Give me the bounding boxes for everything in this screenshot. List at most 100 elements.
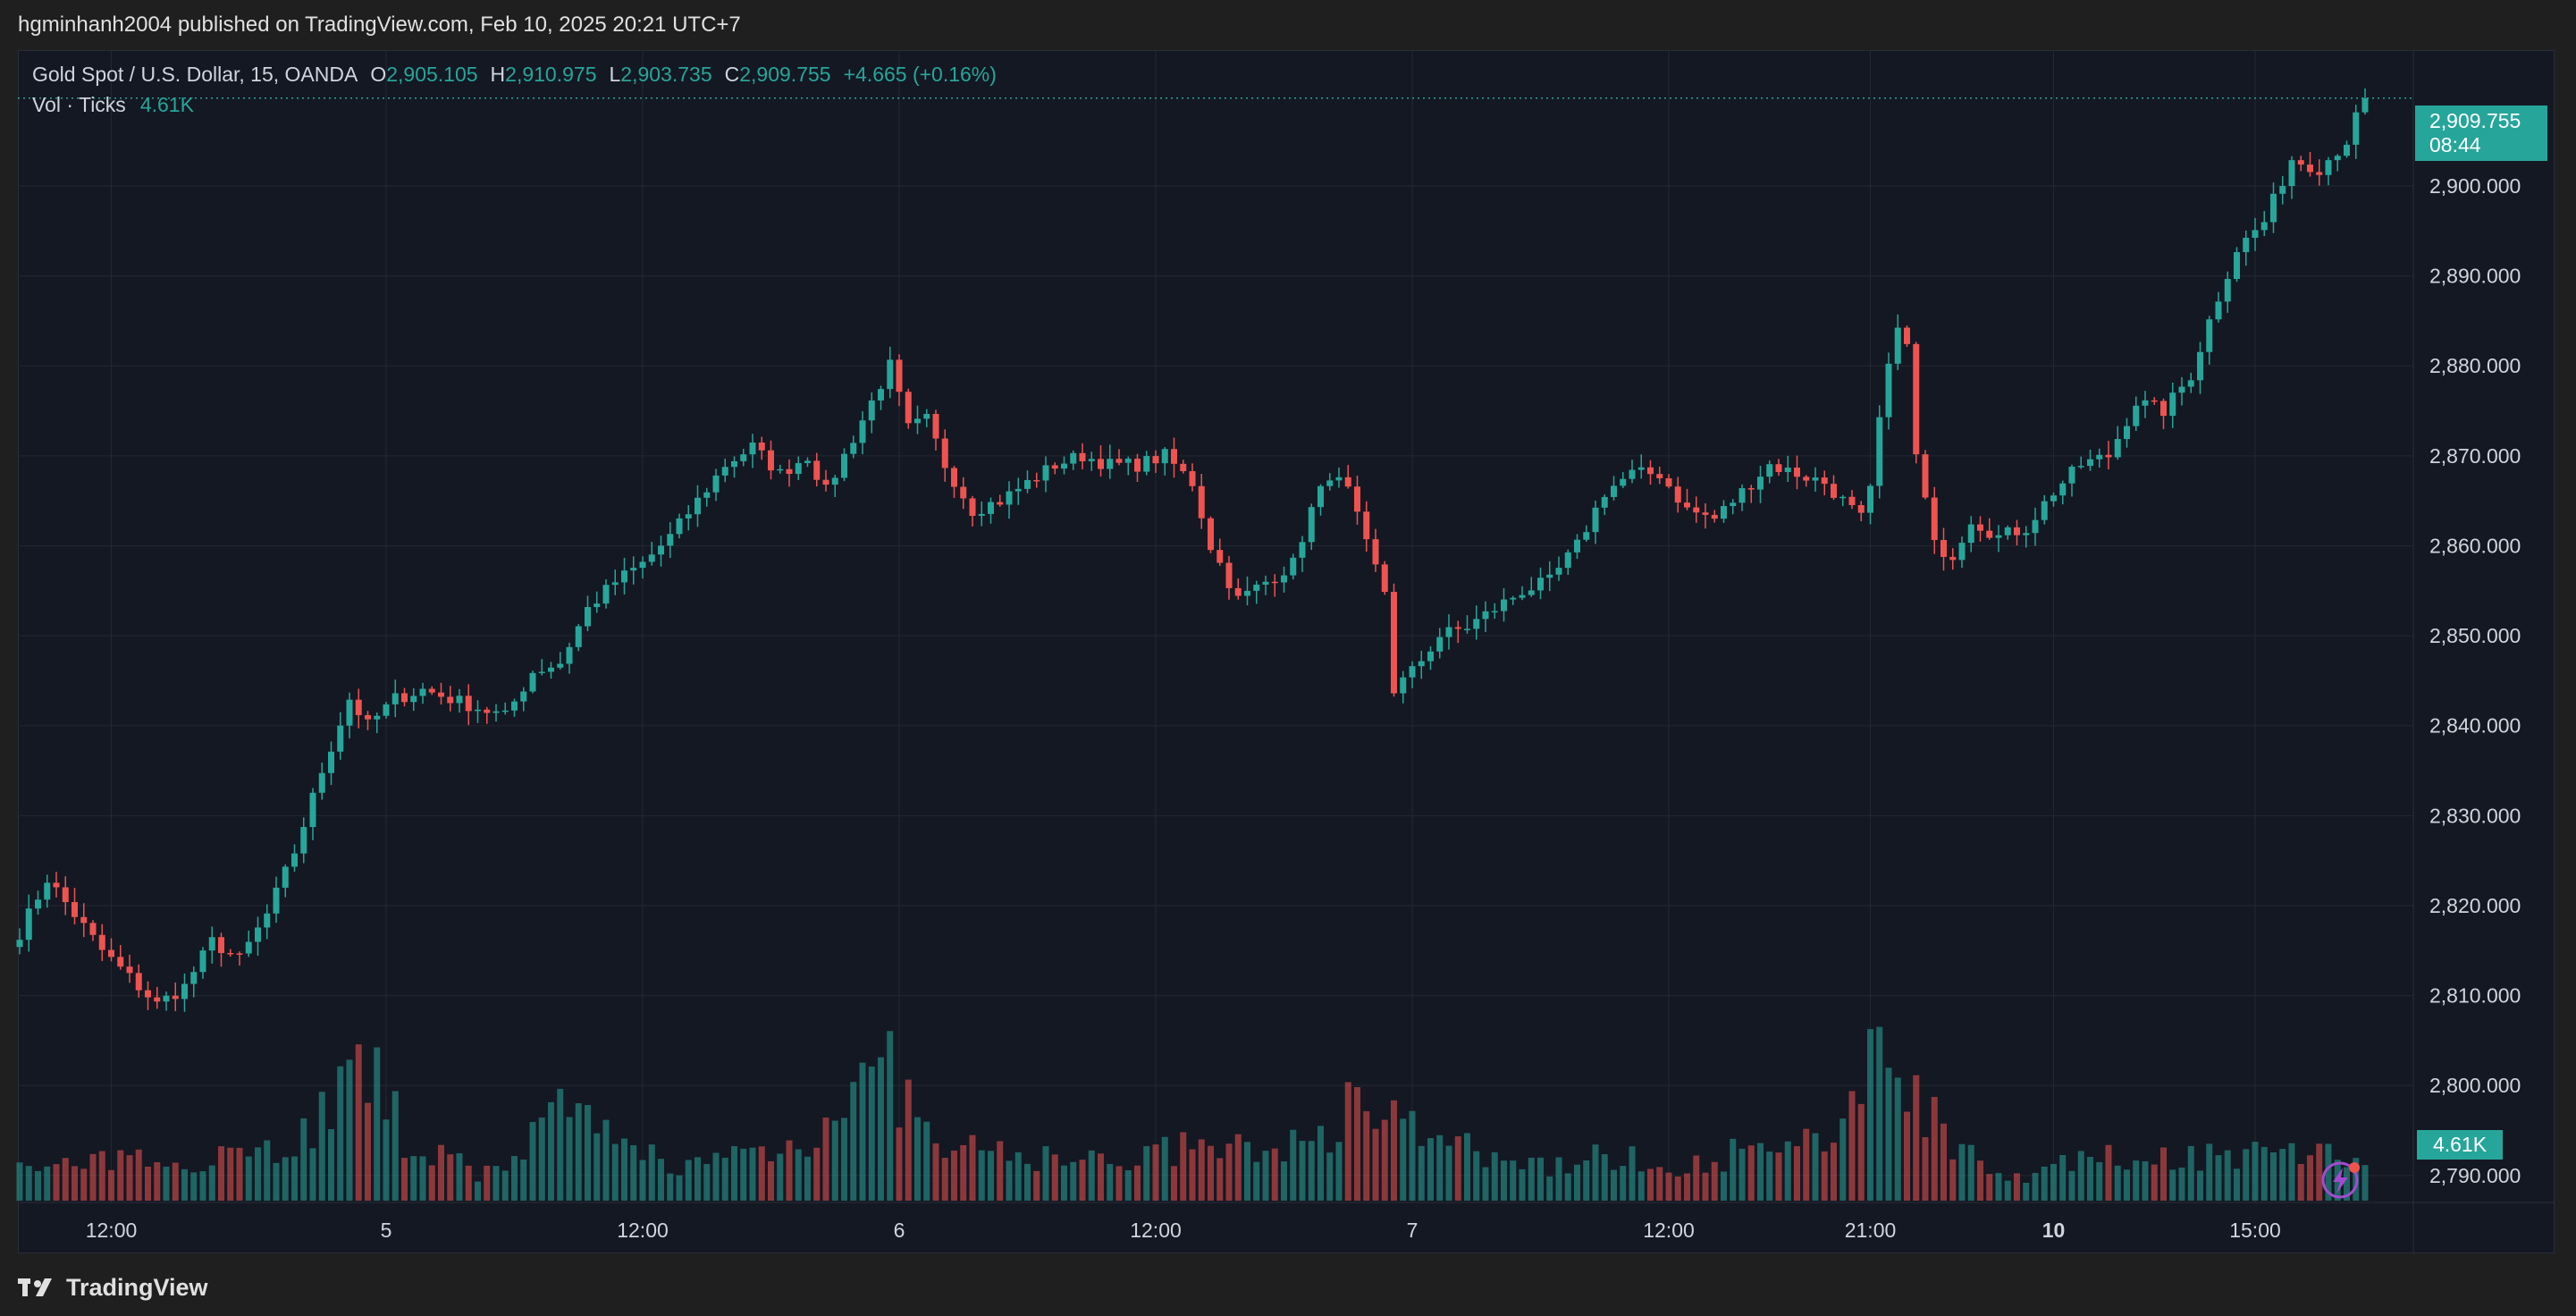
volume-bar — [53, 1164, 60, 1201]
volume-bar — [391, 1091, 399, 1201]
volume-bar — [850, 1082, 857, 1201]
candle-body — [557, 663, 564, 668]
candle-body — [768, 450, 774, 471]
volume-bar — [777, 1153, 784, 1201]
candle-body — [721, 467, 728, 476]
volume-bar — [1637, 1171, 1645, 1201]
price-axis[interactable]: 2,790.000 2,800.000 2,810.000 2,820.000 2,83… — [2429, 174, 2521, 1187]
volume-bar — [282, 1157, 289, 1201]
volume-bar — [1308, 1141, 1315, 1201]
volume-bar — [2133, 1160, 2140, 1201]
candle-body — [1152, 456, 1159, 464]
candle-body — [1674, 486, 1681, 503]
candle-body — [1885, 363, 1892, 418]
volume-bar — [273, 1162, 280, 1201]
volume-bar — [1922, 1136, 1929, 1201]
volume-bar — [1070, 1161, 1077, 1201]
symbol-title[interactable]: Gold Spot / U.S. Dollar, 15, OANDA — [32, 63, 358, 86]
candle-body — [72, 902, 78, 917]
volume-bar — [1794, 1146, 1800, 1201]
candle-body — [282, 866, 289, 888]
candle-body — [712, 475, 720, 493]
candle-body — [978, 513, 985, 517]
volume-bar — [1519, 1168, 1526, 1201]
price-tick-label: 2,880.000 — [2429, 354, 2521, 377]
candle-body — [1564, 552, 1571, 569]
replay-lightning-icon[interactable] — [2321, 1161, 2360, 1199]
candle-body — [1372, 539, 1379, 565]
last-price-tag: 2,909.755 08:44 — [2415, 105, 2547, 161]
candle-body — [328, 751, 334, 773]
volume-bar — [2004, 1180, 2011, 1201]
volume-bar — [804, 1156, 811, 1201]
volume-bar — [557, 1088, 564, 1201]
volume-bar — [1409, 1110, 1416, 1201]
volume-bar — [2361, 1165, 2369, 1201]
volume-bar — [2160, 1147, 2167, 1201]
candle-body — [1747, 488, 1755, 490]
candle-body — [1629, 469, 1636, 479]
volume-bar — [1620, 1166, 1627, 1201]
open-label: O — [370, 63, 387, 86]
volume-bar — [1913, 1075, 1920, 1201]
candle-body — [227, 952, 234, 955]
candle-body — [1775, 464, 1782, 473]
price-tick-label: 2,890.000 — [2429, 265, 2521, 288]
candle-body — [2325, 160, 2332, 175]
volume-bar — [1024, 1163, 1031, 1201]
candle-body — [383, 704, 390, 716]
brand-name[interactable]: TradingView — [66, 1273, 208, 1301]
volume-bar — [1006, 1160, 1013, 1201]
volume-bar — [914, 1117, 921, 1201]
candle-body — [1208, 518, 1214, 551]
volume-label[interactable]: Vol · Ticks — [32, 93, 126, 116]
volume-bar — [80, 1168, 88, 1201]
volume-bar — [1014, 1152, 1022, 1201]
candle-body — [786, 468, 793, 475]
volume-bar — [1445, 1145, 1452, 1201]
candle-body — [401, 693, 408, 703]
candle-body — [1234, 587, 1242, 596]
volume-bar — [2215, 1155, 2222, 1201]
candle-body — [1262, 581, 1269, 585]
candle-body — [905, 392, 912, 424]
volume-bar — [1958, 1143, 1966, 1201]
volume-bar — [1124, 1169, 1132, 1201]
candle-body — [1070, 452, 1077, 464]
candle-body — [2243, 237, 2250, 253]
volume-bar — [1629, 1146, 1636, 1201]
price-candles — [16, 88, 2369, 1012]
volume-bar — [1290, 1129, 1297, 1201]
time-tick-label: 12:00 — [617, 1219, 669, 1242]
tradingview-logo-icon — [18, 1278, 52, 1296]
candle-body — [1464, 628, 1470, 630]
time-axis[interactable]: 12:00 5 12:00 6 12:00 7 12:00 21:00 10 15:00 — [86, 1219, 2281, 1242]
volume-bar — [1601, 1153, 1608, 1201]
candle-body — [1784, 467, 1791, 473]
candle-body — [2361, 97, 2369, 113]
candle-body — [1409, 666, 1416, 678]
volume-bar — [1821, 1151, 1828, 1201]
volume-bar — [1391, 1100, 1397, 1201]
candle-body — [145, 990, 151, 998]
candle-body — [1281, 575, 1287, 583]
volume-bar — [2224, 1150, 2231, 1201]
volume-bar — [1711, 1161, 1718, 1201]
volume-bar — [126, 1155, 133, 1201]
volume-bar — [1061, 1165, 1067, 1201]
candle-body — [1400, 677, 1407, 694]
candle-body — [337, 725, 344, 752]
candle-body — [1098, 459, 1104, 469]
volume-bar — [1473, 1151, 1480, 1201]
candle-body — [1033, 479, 1040, 482]
candle-body — [1977, 524, 1983, 531]
volume-bar — [492, 1166, 500, 1201]
chart-panel[interactable] — [18, 50, 2555, 1253]
volume-bar — [988, 1151, 994, 1201]
time-tick-label: 21:00 — [1845, 1219, 1897, 1242]
candle-body — [108, 949, 114, 957]
volume-bar — [145, 1167, 151, 1201]
candle-body — [1637, 467, 1645, 470]
candle-body — [62, 887, 69, 903]
